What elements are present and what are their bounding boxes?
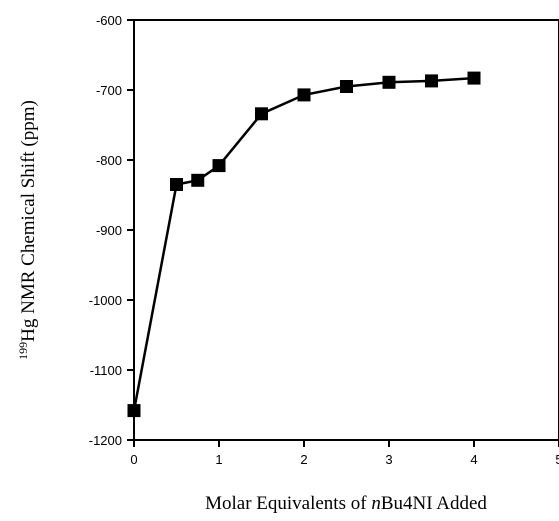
y-tick-label: -600 [96, 13, 122, 28]
y-tick-label: -700 [96, 83, 122, 98]
y-tick-label: -1000 [89, 293, 122, 308]
data-point [127, 404, 141, 418]
data-point [212, 159, 226, 173]
data-point [297, 88, 311, 102]
y-axis-title: 199Hg NMR Chemical Shift (ppm) [16, 100, 39, 360]
x-tick-label: 1 [215, 452, 222, 467]
data-point [382, 75, 396, 89]
data-point [467, 71, 481, 85]
tick-labels: -600 -700 -800 -900 -1000 -1100 -1200 0 1 2 3 4 5 [89, 13, 559, 467]
data-point [170, 178, 183, 191]
series-markers [127, 71, 481, 418]
y-tick-label: -900 [96, 223, 122, 238]
data-point [255, 107, 268, 121]
y-tick-label: -800 [96, 153, 122, 168]
axis-ticks [127, 19, 559, 447]
data-point [191, 173, 205, 187]
y-tick-label: -1200 [89, 433, 122, 448]
x-tick-label: 4 [470, 452, 477, 467]
x-tick-label: 0 [130, 452, 137, 467]
x-axis-title: Molar Equivalents of nBu4NI Added [205, 493, 487, 514]
data-point [425, 74, 438, 88]
x-tick-label: 2 [300, 452, 307, 467]
y-tick-label: -1100 [90, 363, 122, 378]
x-tick-label: 5 [555, 452, 559, 467]
x-tick-label: 3 [385, 452, 392, 467]
series-line [132, 76, 475, 411]
data-point [340, 80, 353, 93]
